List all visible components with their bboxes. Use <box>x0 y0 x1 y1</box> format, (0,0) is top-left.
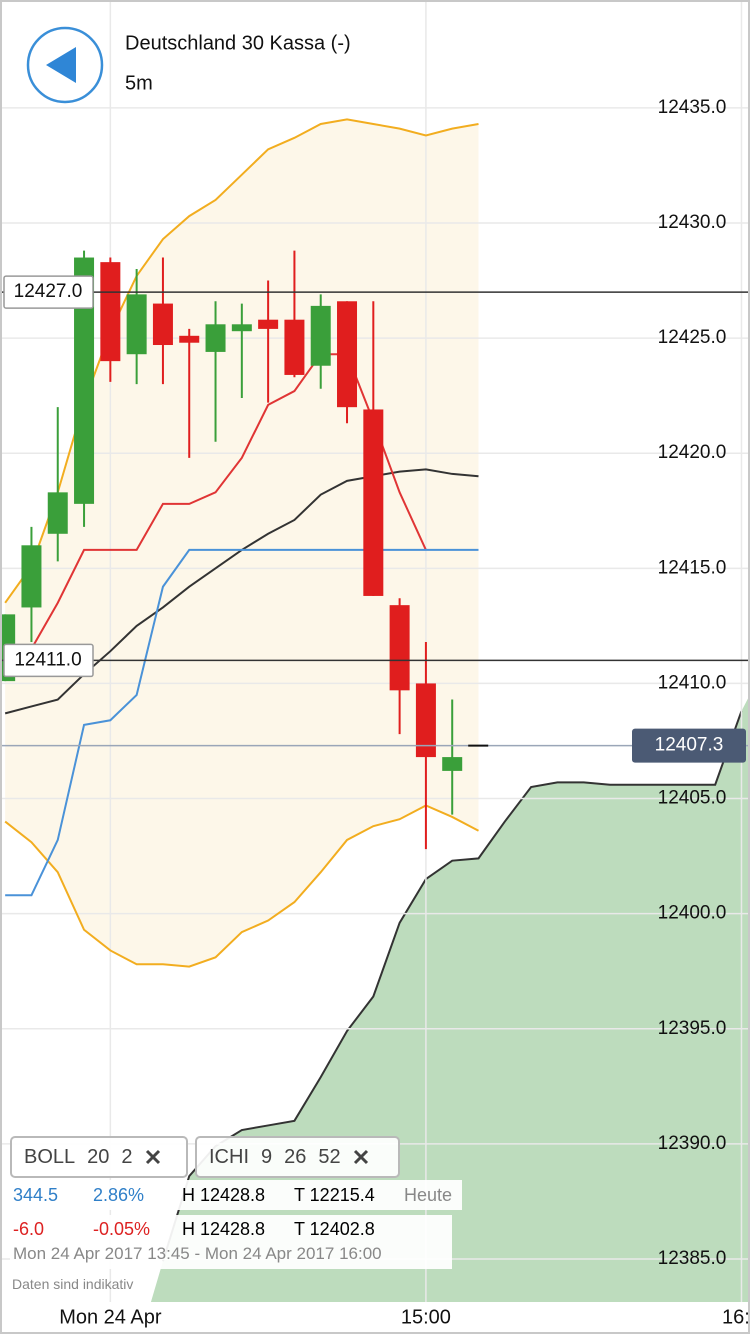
low: T 12215.4 <box>294 1184 375 1205</box>
candle-layer <box>2 250 463 850</box>
high: H 12428.8 <box>182 1184 266 1205</box>
stats-row: -6.0 -0.05% H 12428.8 T 12402.8 Mon 24 A… <box>10 1215 452 1269</box>
y-tick-label: 12430.0 <box>658 212 727 233</box>
level-label: 12411.0 <box>14 649 81 670</box>
high: H 12428.8 <box>182 1219 266 1239</box>
indicator-param: 2 <box>121 1145 133 1168</box>
change: 344.5 <box>13 1184 59 1205</box>
axis-layer: 12435.0 12430.0 12425.0 12420.0 12415.0 12410… <box>2 97 748 1332</box>
cloud-line <box>161 710 743 1262</box>
indicator-line <box>4 804 479 968</box>
y-tick-label: 12400.0 <box>658 903 727 924</box>
instrument-title: Deutschland 30 Kassa (-) <box>125 32 351 54</box>
y-tick-label: 12405.0 <box>658 788 727 809</box>
indicator-param: 26 <box>284 1145 307 1168</box>
indicator-chip[interactable]: BOLL 20 2 <box>10 1136 188 1178</box>
y-tick-label: 12425.0 <box>658 327 727 348</box>
indicator-chip[interactable]: ICHI 9 26 52 <box>195 1136 400 1178</box>
y-tick-label: 12420.0 <box>658 442 727 463</box>
indicator-name: ICHI <box>209 1145 249 1168</box>
back-arrow[interactable] <box>46 47 76 83</box>
y-tick-label: 12410.0 <box>658 672 727 693</box>
x-tick-label: 15:00 <box>401 1306 451 1328</box>
interval[interactable]: 5m <box>125 72 153 94</box>
change: -6.0 <box>13 1219 45 1239</box>
period: Heute <box>404 1184 453 1205</box>
candle-body <box>389 605 410 691</box>
band-layer <box>5 119 479 967</box>
x-axis-band <box>2 1302 748 1332</box>
x-tick-label: 16:0 <box>722 1306 748 1328</box>
candle-body <box>442 757 463 771</box>
indicator-param: 20 <box>87 1145 110 1168</box>
disclaimer: Daten sind indikativ <box>12 1276 134 1292</box>
change-pct: 2.86% <box>93 1184 145 1205</box>
level-label-box <box>3 643 94 678</box>
y-tick-label: 12390.0 <box>658 1133 727 1154</box>
price-label: 12407.3 <box>655 735 724 756</box>
y-tick-label: 12395.0 <box>658 1018 727 1039</box>
stats-row: 344.5 2.86% H 12428.8 T 12215.4 Heute <box>10 1180 462 1210</box>
level-label-box <box>3 275 94 309</box>
candle-body <box>337 301 358 408</box>
candle-body <box>231 324 252 332</box>
back-button[interactable] <box>26 26 104 104</box>
indicator-line <box>5 548 479 897</box>
bollinger-band <box>5 119 479 967</box>
y-tick-label: 12435.0 <box>658 97 727 118</box>
indicator-name: BOLL <box>24 1145 76 1168</box>
candle-body <box>310 305 331 366</box>
level-label: 12427.0 <box>14 281 83 302</box>
change-pct: -0.05% <box>93 1219 151 1239</box>
candle-body <box>284 319 305 375</box>
candle-body <box>258 319 279 329</box>
candle-body <box>179 335 200 343</box>
remove-icon[interactable] <box>353 1149 369 1165</box>
candle-body <box>363 409 384 596</box>
candle-body <box>100 262 121 362</box>
date-range: Mon 24 Apr 2017 13:45 - Mon 24 Apr 2017 … <box>13 1244 382 1263</box>
low: T 12402.8 <box>294 1219 375 1239</box>
candle-body <box>47 492 68 534</box>
x-tick-label: Mon 24 Apr <box>59 1306 162 1328</box>
candle-body <box>21 545 42 608</box>
indicator-line <box>30 353 427 650</box>
level-layer: 12427.0 12411.0 12407.3 <box>2 275 748 763</box>
candle-body <box>205 324 226 352</box>
candle-body <box>126 294 147 355</box>
candle-body <box>152 303 173 346</box>
indicator-param: 9 <box>261 1145 273 1168</box>
price-label-box <box>632 728 746 763</box>
y-tick-label: 12415.0 <box>658 557 727 578</box>
candle-body <box>415 683 436 758</box>
remove-icon[interactable] <box>145 1149 161 1165</box>
indicator-param: 52 <box>318 1145 341 1168</box>
candle-body <box>74 257 95 504</box>
y-tick-label: 12385.0 <box>658 1248 727 1269</box>
